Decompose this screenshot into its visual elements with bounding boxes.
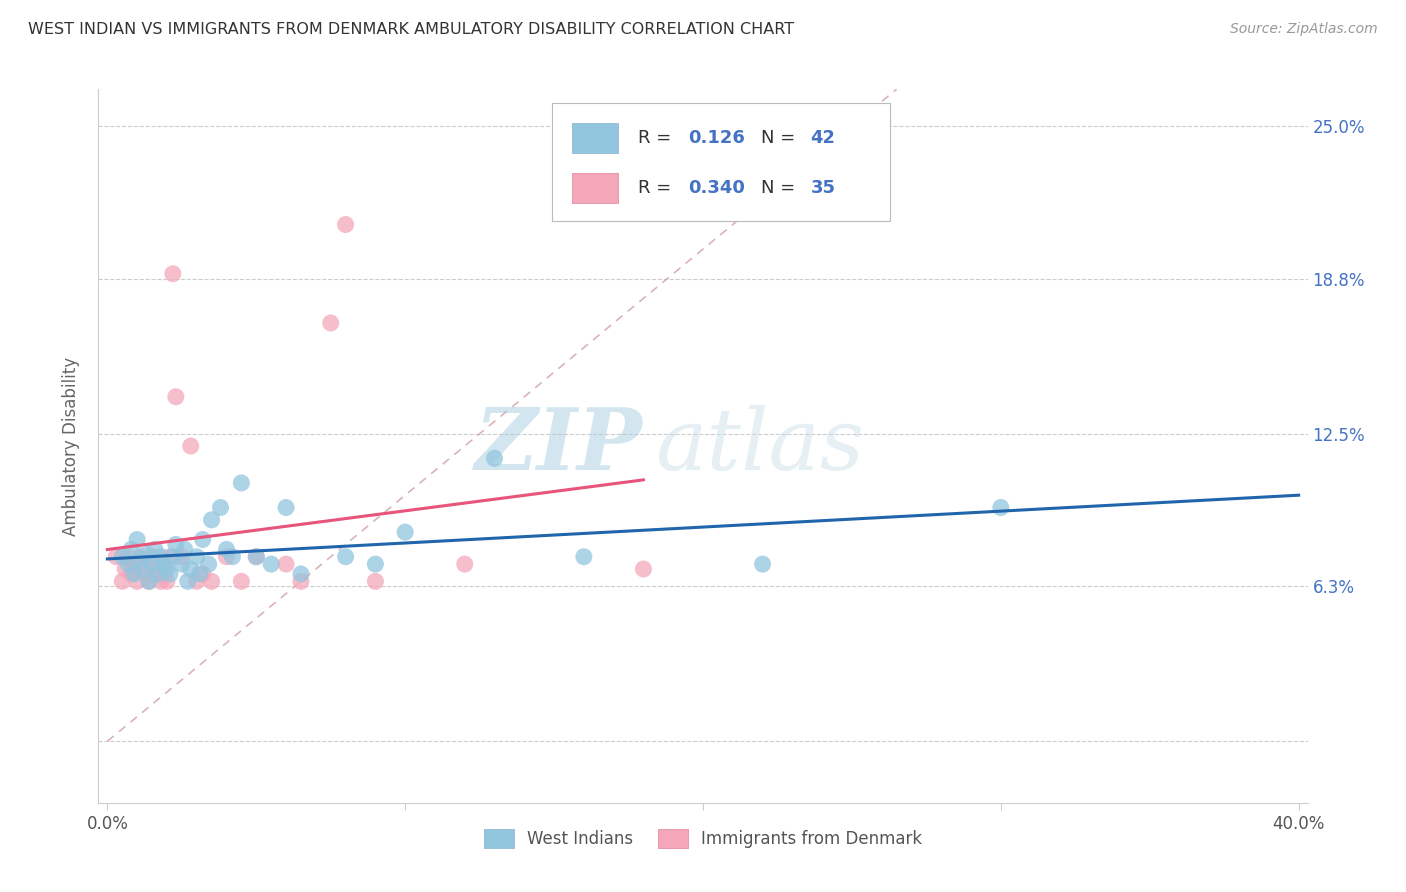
Point [159,566,181,581]
Point [319,316,342,330]
Point [153,566,176,581]
Point [117,549,139,564]
Point [138,574,160,589]
Point [200,513,222,527]
Point [209,500,232,515]
Point [335,218,357,232]
Point [132,562,155,576]
Y-axis label: Ambulatory Disability: Ambulatory Disability [62,357,80,535]
Point [231,475,253,490]
Point [180,439,202,453]
Point [335,549,357,564]
Point [129,549,152,564]
Point [141,549,163,564]
Point [117,557,139,571]
Point [114,562,136,576]
Point [245,549,267,564]
Point [138,574,160,589]
FancyBboxPatch shape [551,103,890,221]
Bar [572,123,619,153]
Point [141,557,163,571]
Point [191,566,214,581]
Point [180,562,202,576]
Point [221,549,243,564]
Point [159,549,181,564]
Point [177,574,200,589]
Text: N =: N = [761,179,801,197]
Point [231,574,253,589]
Point [105,549,128,564]
Point [132,562,155,576]
Text: Source: ZipAtlas.com: Source: ZipAtlas.com [1230,22,1378,37]
Legend: West Indians, Immigrants from Denmark: West Indians, Immigrants from Denmark [477,822,929,855]
Text: R =: R = [638,179,676,197]
Point [188,566,211,581]
Point [135,566,157,581]
Point [122,566,145,581]
Text: WEST INDIAN VS IMMIGRANTS FROM DENMARK AMBULATORY DISABILITY CORRELATION CHART: WEST INDIAN VS IMMIGRANTS FROM DENMARK A… [28,22,794,37]
Point [111,574,134,589]
Point [274,557,297,571]
Point [156,562,179,576]
Point [170,549,193,564]
Point [122,557,145,571]
Point [197,557,219,571]
Point [186,549,208,564]
Point [364,574,387,589]
Text: N =: N = [761,129,801,147]
Point [191,533,214,547]
Point [633,562,655,576]
Point [170,557,193,571]
Text: 42: 42 [811,129,835,147]
Point [165,390,187,404]
Point [153,557,176,571]
Point [127,533,149,547]
Point [143,542,166,557]
Point [572,549,595,564]
Point [135,547,157,561]
Point [364,557,387,571]
Point [149,574,172,589]
Point [394,525,416,540]
Text: ZIP: ZIP [475,404,643,488]
Point [120,542,142,557]
Text: 0.126: 0.126 [689,129,745,147]
Point [200,574,222,589]
Point [173,542,195,557]
Point [274,500,297,515]
Point [215,549,238,564]
Bar [572,173,619,203]
Point [484,451,506,466]
Point [146,557,169,571]
Point [120,566,142,581]
Point [245,549,267,564]
Point [129,552,152,566]
Text: R =: R = [638,129,676,147]
Point [454,557,477,571]
Point [156,574,179,589]
Point [165,537,187,551]
Point [751,557,773,571]
Point [111,549,134,564]
Text: 35: 35 [811,179,835,197]
Point [143,562,166,576]
Point [127,574,149,589]
Point [290,574,312,589]
Point [186,574,208,589]
Point [260,557,283,571]
Point [162,549,184,564]
Text: 0.340: 0.340 [689,179,745,197]
Point [146,566,169,581]
Point [162,267,184,281]
Text: atlas: atlas [655,405,863,487]
Point [990,500,1012,515]
Point [215,542,238,557]
Point [290,566,312,581]
Point [149,549,172,564]
